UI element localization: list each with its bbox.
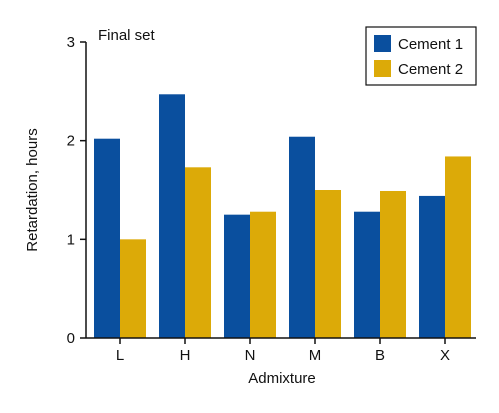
x-tick-label: N	[245, 347, 256, 364]
x-tick-label: H	[180, 347, 191, 364]
y-tick-label: 3	[67, 34, 75, 51]
y-ticks-group: 0 1 2 3	[67, 34, 86, 347]
legend-swatch-series-1	[374, 35, 391, 52]
bar-x-series-2	[445, 156, 471, 338]
y-tick-label: 0	[67, 330, 75, 347]
chart-annotation: Final set	[98, 27, 156, 44]
x-tick-label: M	[309, 347, 322, 364]
y-tick-label: 1	[67, 231, 75, 248]
bar-l-series-2	[120, 239, 146, 338]
x-tick-label: B	[375, 347, 385, 364]
bar-h-series-2	[185, 167, 211, 338]
bar-x-series-1	[419, 195, 445, 338]
y-axis-title: Retardation, hours	[24, 128, 41, 251]
bar-m-series-1	[289, 136, 315, 338]
x-tick-label: L	[116, 347, 124, 364]
bars-group	[94, 94, 471, 338]
bar-l-series-1	[94, 138, 120, 338]
y-tick-label: 2	[67, 133, 75, 150]
x-axis-title: Admixture	[248, 370, 316, 387]
bar-n-series-2	[250, 211, 276, 338]
legend-label-series-1: Cement 1	[398, 36, 463, 53]
legend-items: Cement 1 Cement 2	[374, 35, 463, 78]
bar-b-series-1	[354, 211, 380, 338]
bar-h-series-1	[159, 94, 185, 338]
bar-n-series-1	[224, 214, 250, 338]
legend: Cement 1 Cement 2	[365, 26, 477, 86]
legend-label-series-2: Cement 2	[398, 61, 463, 78]
legend-swatch-series-2	[374, 60, 391, 77]
x-tick-label: X	[440, 347, 450, 364]
bar-m-series-2	[315, 190, 341, 338]
bar-b-series-2	[380, 190, 406, 338]
